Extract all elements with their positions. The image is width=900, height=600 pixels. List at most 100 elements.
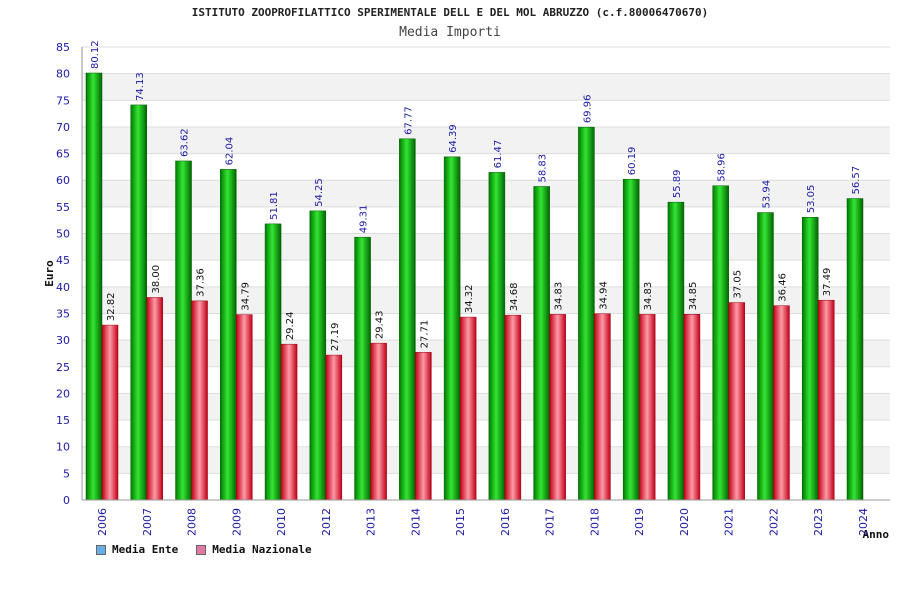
bar-media-nazionale [415, 352, 432, 501]
x-tick-label: 2006 [96, 508, 109, 536]
y-tick-label: 10 [56, 441, 70, 454]
bar-media-nazionale [549, 314, 566, 501]
legend-item-media-ente: Media Ente [96, 543, 178, 556]
bar-media-ente [175, 160, 192, 501]
bar-media-nazionale [638, 314, 656, 501]
bar-media-ente [712, 185, 729, 501]
y-tick-label: 65 [56, 148, 70, 161]
bar-media-ente [846, 198, 864, 501]
data-label-media-nazionale: 37.05 [733, 270, 744, 299]
y-tick-label: 40 [56, 281, 70, 294]
bar-media-ente [578, 126, 595, 501]
bar-media-nazionale [459, 316, 477, 501]
legend-label-media-nazionale: Media Nazionale [212, 543, 312, 556]
bar-media-nazionale [280, 343, 298, 501]
bar-media-ente [85, 72, 103, 501]
bar-media-ente [667, 201, 685, 501]
grid-band [82, 393, 890, 421]
x-tick-label: 2017 [544, 508, 557, 536]
data-label-media-ente: 49.31 [359, 205, 370, 234]
y-tick-label: 85 [56, 41, 70, 54]
x-tick-label: 2007 [141, 508, 154, 536]
y-tick-label: 5 [63, 467, 70, 480]
data-label-media-nazionale: 34.68 [509, 283, 520, 312]
data-label-media-nazionale: 37.49 [822, 268, 833, 297]
grid-band [82, 73, 890, 101]
grid-band [82, 180, 890, 207]
data-label-media-nazionale: 29.24 [285, 312, 296, 341]
grid-band [82, 340, 890, 367]
data-label-media-ente: 53.94 [761, 180, 772, 209]
data-label-media-nazionale: 34.94 [598, 281, 609, 310]
bar-media-nazionale [504, 314, 522, 501]
data-label-media-ente: 80.12 [90, 40, 101, 69]
bar-media-ente [533, 186, 550, 501]
bar-media-nazionale [594, 313, 611, 501]
y-tick-label: 15 [56, 414, 70, 427]
data-label-media-nazionale: 34.32 [464, 284, 475, 313]
y-tick-label: 35 [56, 307, 70, 320]
y-tick-label: 60 [56, 174, 70, 187]
x-tick-label: 2019 [633, 508, 646, 536]
legend-swatch-media-nazionale [196, 544, 207, 555]
x-tick-label: 2024 [857, 508, 870, 536]
y-tick-label: 45 [56, 254, 70, 267]
chart-subtitle: Media Importi [399, 25, 501, 40]
data-label-media-ente: 67.77 [403, 106, 414, 135]
bar-media-ente [399, 138, 416, 501]
bar-media-ente [264, 223, 282, 501]
data-label-media-ente: 58.96 [717, 153, 728, 182]
legend-label-media-ente: Media Ente [112, 543, 179, 556]
data-label-media-nazionale: 32.82 [106, 292, 117, 321]
bar-media-nazionale [325, 354, 343, 501]
x-tick-label: 2014 [409, 508, 422, 536]
grid-band [82, 286, 890, 314]
bar-media-nazionale [191, 300, 208, 501]
bar-media-nazionale [101, 324, 119, 501]
data-label-media-ente: 74.13 [135, 72, 146, 101]
data-label-media-nazionale: 38.00 [151, 265, 162, 294]
x-tick-label: 2018 [588, 508, 601, 536]
bar-media-ente [130, 104, 148, 501]
data-label-media-ente: 64.39 [448, 124, 459, 153]
y-tick-label: 50 [56, 228, 70, 241]
x-tick-label: 2023 [812, 508, 825, 536]
bar-media-ente [488, 172, 506, 501]
grid-band [82, 126, 890, 154]
data-label-media-nazionale: 27.19 [330, 322, 341, 351]
y-tick-label: 20 [56, 387, 70, 400]
legend-item-media-nazionale: Media Nazionale [196, 543, 312, 556]
y-tick-label: 55 [56, 201, 70, 214]
x-axis-label: Anno [863, 528, 890, 541]
y-axis-label: Euro [43, 260, 56, 287]
y-tick-label: 0 [63, 494, 70, 507]
bar-media-nazionale [236, 314, 253, 501]
data-label-media-ente: 55.89 [672, 169, 683, 198]
x-tick-label: 2016 [499, 508, 512, 536]
bar-media-ente [801, 217, 819, 501]
data-label-media-nazionale: 34.83 [643, 282, 654, 311]
bar-media-nazionale [817, 299, 835, 501]
bar-media-nazionale [773, 305, 790, 501]
chart-title: ISTITUTO ZOOPROFILATTICO SPERIMENTALE DE… [191, 6, 709, 19]
data-label-media-ente: 69.96 [582, 95, 593, 124]
data-label-media-nazionale: 34.85 [688, 282, 699, 311]
data-label-media-ente: 62.04 [224, 137, 235, 166]
x-tick-label: 2021 [723, 508, 736, 536]
data-label-media-nazionale: 36.46 [777, 273, 788, 302]
bar-media-ente [443, 156, 461, 501]
bar-media-ente [757, 212, 774, 501]
data-label-media-ente: 54.25 [314, 178, 325, 207]
data-label-media-ente: 53.05 [806, 185, 817, 214]
y-tick-label: 70 [56, 121, 70, 134]
x-tick-label: 2010 [275, 508, 288, 536]
data-label-media-ente: 58.83 [538, 154, 549, 183]
bar-media-ente [622, 178, 640, 501]
legend-swatch-media-ente [96, 544, 106, 555]
data-label-media-nazionale: 37.36 [196, 268, 207, 297]
data-label-media-nazionale: 29.43 [375, 311, 386, 340]
bar-media-ente [354, 236, 371, 501]
x-tick-label: 2022 [767, 508, 780, 536]
data-label-media-ente: 63.62 [180, 128, 191, 157]
